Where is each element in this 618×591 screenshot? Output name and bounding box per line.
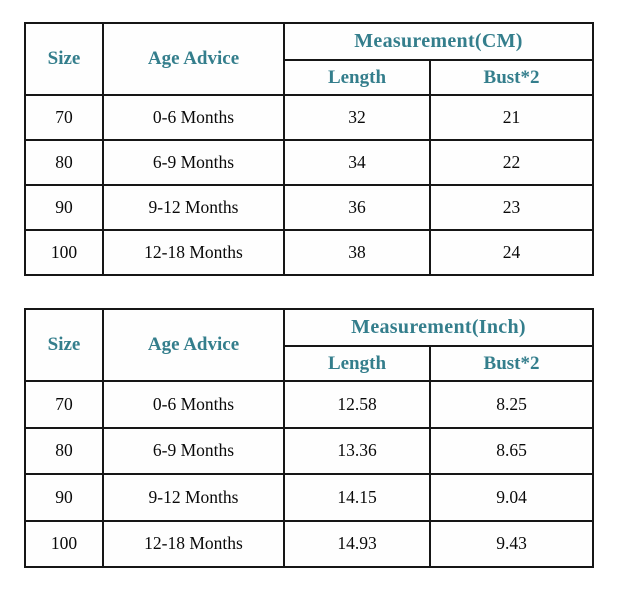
length-cell: 14.15: [283, 473, 431, 522]
length-cell: 13.36: [283, 426, 431, 475]
length-header: Length: [283, 345, 431, 382]
age-advice-header: Age Advice: [102, 22, 285, 96]
size-cell: 100: [24, 519, 104, 568]
age-cell: 12-18 Months: [102, 519, 285, 568]
age-cell: 9-12 Months: [102, 184, 285, 231]
length-cell: 14.93: [283, 519, 431, 568]
length-cell: 32: [283, 94, 431, 141]
length-cell: 36: [283, 184, 431, 231]
header-row-group: Size Age Advice Measurement(CM): [24, 22, 595, 96]
bust-cell: 22: [428, 139, 595, 186]
table-row: 70 0-6 Months 32 21: [24, 94, 595, 141]
bust-header: Bust*2: [428, 59, 595, 96]
length-cell: 12.58: [283, 380, 431, 429]
table-row: 100 12-18 Months 38 24: [24, 229, 595, 276]
bust-cell: 24: [428, 229, 595, 276]
bust-header: Bust*2: [428, 345, 595, 382]
size-cell: 70: [24, 94, 104, 141]
length-header: Length: [283, 59, 431, 96]
age-cell: 9-12 Months: [102, 473, 285, 522]
measurement-cm-header: Measurement(CM): [282, 22, 595, 61]
bust-cell: 21: [428, 94, 595, 141]
bust-cell: 23: [428, 184, 595, 231]
table-row: 80 6-9 Months 34 22: [24, 139, 595, 186]
header-row-columns: Length Bust*2: [25, 59, 595, 96]
age-cell: 12-18 Months: [102, 229, 285, 276]
bust-cell: 8.25: [428, 380, 595, 429]
table-row: 90 9-12 Months 36 23: [24, 184, 595, 231]
size-header: Size: [24, 308, 104, 382]
table-row: 70 0-6 Months 12.58 8.25: [24, 380, 595, 429]
table-row: 100 12-18 Months 14.93 9.43: [24, 519, 595, 568]
header-row-group: Size Age Advice Measurement(Inch): [24, 308, 595, 382]
size-cell: 80: [24, 139, 104, 186]
length-cell: 34: [283, 139, 431, 186]
size-chart-table-cm: Size Age Advice Measurement(CM) Length B…: [24, 22, 595, 276]
size-cell: 100: [24, 229, 104, 276]
size-cell: 90: [24, 184, 104, 231]
size-cell: 90: [24, 473, 104, 522]
size-cell: 80: [24, 426, 104, 475]
length-cell: 38: [283, 229, 431, 276]
bust-cell: 8.65: [428, 426, 595, 475]
size-header: Size: [24, 22, 104, 96]
age-cell: 0-6 Months: [102, 94, 285, 141]
age-cell: 6-9 Months: [102, 139, 285, 186]
age-advice-header: Age Advice: [102, 308, 285, 382]
size-chart-table-inch: Size Age Advice Measurement(Inch) Length…: [24, 308, 595, 568]
table-row: 90 9-12 Months 14.15 9.04: [24, 473, 595, 522]
header-row-columns: Length Bust*2: [25, 345, 595, 382]
bust-cell: 9.04: [428, 473, 595, 522]
age-cell: 0-6 Months: [102, 380, 285, 429]
measurement-inch-header: Measurement(Inch): [282, 308, 595, 347]
size-cell: 70: [24, 380, 104, 429]
table-row: 80 6-9 Months 13.36 8.65: [24, 426, 595, 475]
age-cell: 6-9 Months: [102, 426, 285, 475]
bust-cell: 9.43: [428, 519, 595, 568]
